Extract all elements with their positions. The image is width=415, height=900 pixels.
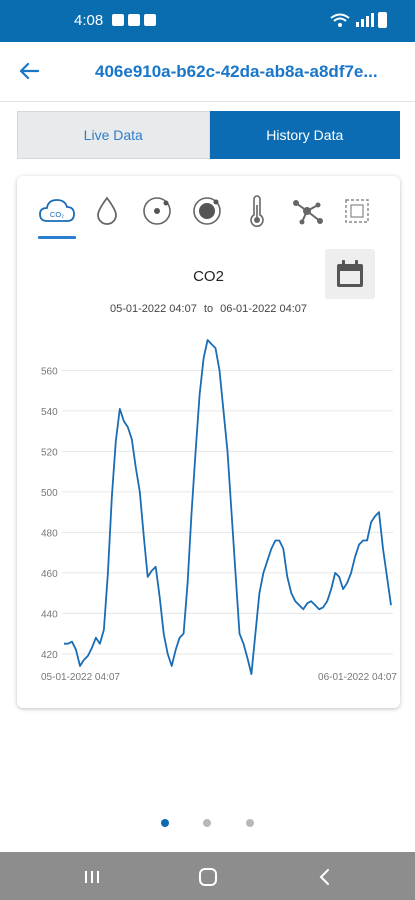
arrow-left-icon [19,62,39,80]
signal-icon [356,13,374,27]
metric-temperature[interactable] [235,186,279,236]
small-particle-icon [143,197,171,225]
calendar-icon [337,260,363,287]
date-range: 05-01-2022 04:07 to 06-01-2022 04:07 [17,303,400,315]
system-nav-bar [0,852,415,900]
range-end: 06-01-2022 04:07 [220,303,308,315]
metric-voc[interactable] [285,186,329,236]
page-dot[interactable] [203,819,211,827]
y-tick-label: 520 [41,447,58,458]
recents-icon [85,871,99,883]
tab-live-data[interactable]: Live Data [17,111,210,159]
notification-icons [112,14,156,26]
water-drop-icon [97,196,117,225]
molecule-icon [293,200,323,225]
y-tick-label: 480 [41,528,58,539]
back-button[interactable] [14,56,44,86]
gallery-icon [112,14,124,26]
metric-humidity[interactable] [85,186,129,236]
y-tick-label: 440 [41,609,58,620]
chevron-left-icon [319,869,329,885]
checkbox-icon [144,14,156,26]
chart-title: CO2 [193,268,224,285]
range-to: to [203,303,214,315]
home-icon [199,868,217,886]
x-tick-label-start: 05-01-2022 04:07 [41,672,120,683]
sensor-square-icon [345,199,369,223]
co2-series-line [64,339,392,676]
page-dot[interactable] [161,819,169,827]
wifi-icon [330,13,350,27]
device-id-title: 406e910a-b62c-42da-ab8a-a8df7e... [95,62,378,81]
metric-pm-large[interactable] [185,186,229,236]
range-start: 05-01-2022 04:07 [109,303,197,315]
co2-cloud-icon: CO₂ [39,199,75,222]
history-chart-card: CO₂ [17,176,400,708]
y-tick-label: 500 [41,488,58,499]
metric-selector: CO₂ [17,186,400,242]
system-icons [330,12,387,28]
svg-text:CO₂: CO₂ [50,210,64,219]
large-particle-icon [193,197,221,225]
metric-sensor[interactable] [335,186,379,236]
app-header: 406e910a-b62c-42da-ab8a-a8df7e... [0,42,415,102]
thermometer-icon [250,195,264,227]
y-tick-label: 560 [41,366,58,377]
co2-line-chart: 420 440 460 480 500 520 540 560 05-01-2022 04:07… [41,339,397,683]
tab-history-data[interactable]: History Data [209,111,400,159]
calendar-button[interactable] [325,249,375,299]
status-bar: 4:08 [0,0,415,42]
battery-icon [378,12,387,28]
data-tabs: Live Data History Data [17,111,400,159]
active-metric-indicator [38,236,76,239]
status-time: 4:08 [74,12,104,29]
y-tick-label: 420 [41,650,58,661]
y-tick-label: 540 [41,407,58,418]
metric-co2[interactable]: CO₂ [35,186,79,236]
y-tick-label: 460 [41,569,58,580]
back-nav-button[interactable] [312,866,336,888]
shopping-bag-icon [128,14,140,26]
page-indicator [0,819,415,829]
home-button[interactable] [196,866,220,888]
recents-button[interactable] [80,866,104,888]
metric-pm-small[interactable] [135,186,179,236]
x-tick-label-end: 06-01-2022 04:07 [318,672,397,683]
page-dot[interactable] [246,819,254,827]
